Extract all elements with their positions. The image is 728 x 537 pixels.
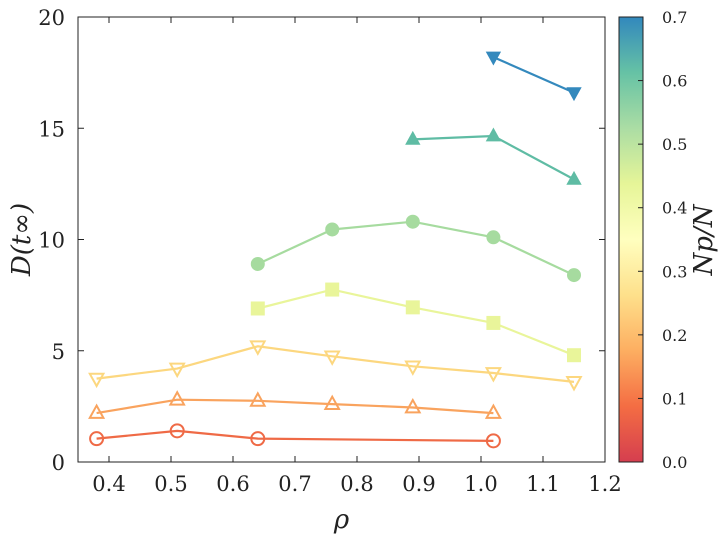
- data-point: [323, 394, 341, 411]
- x-tick-label: 0.7: [278, 472, 311, 496]
- colorbar-tick-label: 0.0: [662, 453, 687, 472]
- series-5: [250, 214, 581, 283]
- y-tick-label: 0: [52, 451, 65, 475]
- y-axis-label: D(t∞): [7, 203, 37, 277]
- series-7: [485, 51, 582, 102]
- data-point: [249, 340, 267, 356]
- data-point: [405, 130, 421, 145]
- series-1: [89, 423, 501, 449]
- data-point: [567, 268, 581, 283]
- colorbar-label: Np/N: [689, 203, 719, 276]
- data-point: [88, 403, 106, 419]
- y-tick-label: 5: [52, 340, 65, 364]
- series-6: [405, 127, 582, 185]
- data-point: [325, 282, 340, 297]
- data-point: [89, 431, 105, 447]
- colorbar: 0.0 0.1 0.2 0.3 0.4 0.5 0.6 0.7: [618, 8, 687, 472]
- series-layer: [88, 51, 583, 449]
- data-point: [323, 350, 341, 366]
- data-point: [485, 127, 502, 142]
- data-point: [404, 360, 422, 376]
- data-point: [404, 397, 422, 414]
- data-point: [565, 376, 583, 392]
- x-tick-label: 0.8: [340, 472, 373, 496]
- y-tick-label: 15: [38, 117, 65, 141]
- axis-layer: 0.4 0.5 0.6 0.7 0.8 0.9 1.0 1.1 1.2 0 5 10 15 20: [38, 6, 621, 496]
- x-axis-label: ρ: [333, 505, 350, 535]
- x-tick-label: 0.4: [92, 472, 125, 496]
- y-tick-label: 10: [38, 229, 65, 253]
- series-line: [492, 56, 575, 94]
- colorbar-tick-label: 0.5: [662, 135, 687, 154]
- x-tick-label: 1.0: [464, 472, 497, 496]
- data-point: [567, 348, 581, 363]
- x-tick-label: 0.6: [216, 472, 249, 496]
- data-point: [169, 423, 185, 439]
- x-tick-label: 0.5: [154, 472, 187, 496]
- series-4: [250, 282, 581, 363]
- series-line: [96, 345, 575, 383]
- data-point: [249, 391, 267, 407]
- data-point: [566, 87, 582, 102]
- colorbar-tick-label: 0.1: [662, 389, 687, 408]
- data-point: [250, 301, 265, 316]
- data-point: [486, 230, 501, 245]
- data-point: [250, 256, 265, 271]
- data-point: [250, 431, 266, 447]
- series-line: [257, 288, 575, 357]
- data-point: [325, 222, 340, 237]
- x-tick-label: 1.2: [588, 472, 621, 496]
- colorbar-gradient: [618, 16, 644, 463]
- y-tick-label: 20: [38, 6, 65, 30]
- plot-frame: [77, 16, 606, 463]
- colorbar-tick-label: 0.6: [662, 72, 687, 91]
- colorbar-tick-label: 0.7: [662, 8, 687, 27]
- series-line: [96, 398, 494, 415]
- colorbar-tick-label: 0.3: [662, 262, 687, 281]
- series-line: [412, 134, 575, 181]
- data-point: [88, 372, 106, 389]
- colorbar-tick-label: 0.4: [662, 199, 687, 218]
- data-point: [484, 403, 502, 419]
- colorbar-tick-label: 0.2: [662, 326, 687, 345]
- series-3: [88, 340, 583, 392]
- data-point: [405, 300, 420, 315]
- series-line: [96, 429, 494, 442]
- data-point: [486, 315, 501, 330]
- series-2: [88, 390, 502, 419]
- data-point: [566, 170, 582, 185]
- series-line: [257, 220, 575, 277]
- data-point: [485, 433, 501, 449]
- data-point: [484, 367, 502, 383]
- data-point: [485, 51, 502, 66]
- data-point: [405, 214, 420, 229]
- data-point: [168, 390, 186, 406]
- data-point: [168, 362, 186, 379]
- x-tick-label: 0.9: [402, 472, 435, 496]
- plot-area: [77, 16, 606, 463]
- x-tick-label: 1.1: [526, 472, 559, 496]
